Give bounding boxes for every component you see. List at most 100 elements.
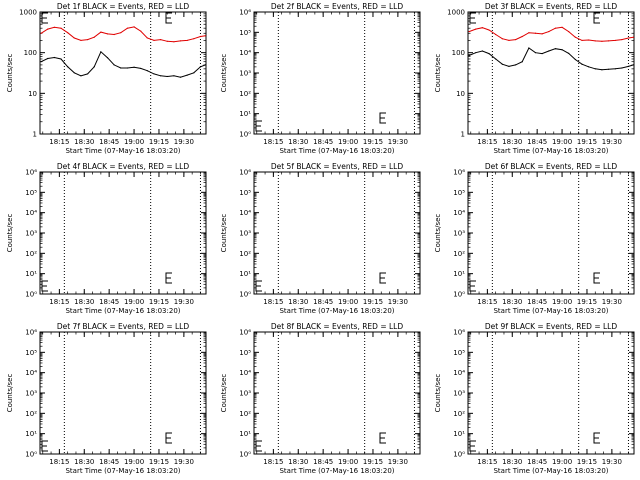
- data-point-events: [100, 51, 102, 53]
- x-tick-label: 18:15: [49, 298, 69, 306]
- x-axis-label: Start Time (07-May-16 18:03:20): [279, 147, 394, 155]
- y-tick-label: 10⁰: [239, 291, 251, 299]
- y-axis-label: Counts/sec: [6, 374, 14, 413]
- data-point-lld: [140, 30, 142, 32]
- y-axis-label: Counts/sec: [6, 54, 14, 93]
- data-point-lld: [574, 36, 576, 38]
- data-point-lld: [146, 37, 148, 39]
- data-point-lld: [60, 27, 62, 29]
- plot-frame: [253, 331, 421, 455]
- x-tick-label: 19:00: [552, 298, 572, 306]
- x-tick-label: 19:00: [552, 138, 572, 146]
- panel-det-6: Det 6f BLACK = Events, RED = LLD 10⁰ 10¹ 10…: [434, 162, 635, 315]
- data-point-lld: [607, 40, 610, 42]
- e-bracket-marker: [255, 440, 262, 452]
- data-point-events: [574, 58, 576, 61]
- x-tick-label: 19:15: [149, 458, 169, 466]
- data-point-events: [632, 64, 635, 66]
- e-bracket-marker: [379, 432, 386, 444]
- y-tick-label: 10: [456, 90, 465, 98]
- data-point-events: [541, 52, 543, 55]
- data-point-events: [193, 72, 195, 74]
- e-bracket-marker: [469, 280, 476, 292]
- data-point-lld: [495, 33, 497, 36]
- x-tick-label: 18:30: [502, 138, 522, 146]
- x-tick-label: 19:15: [363, 458, 383, 466]
- panel-det-5: Det 5f BLACK = Events, RED = LLD 10⁰ 10¹ 10…: [220, 162, 421, 315]
- panel-det-9: Det 9f BLACK = Events, RED = LLD 10⁰ 10¹ 10…: [434, 322, 635, 475]
- data-point-lld: [588, 39, 590, 41]
- data-point-events: [120, 67, 122, 69]
- panel-title: Det 7f BLACK = Events, RED = LLD: [57, 322, 190, 331]
- x-tick-label: 18:45: [313, 298, 333, 306]
- y-tick-label: 1: [461, 131, 465, 139]
- y-tick-label: 10⁶: [239, 9, 251, 17]
- data-point-events: [588, 66, 590, 68]
- data-point-events: [614, 68, 616, 70]
- y-tick-label: 10¹: [239, 110, 251, 118]
- y-tick-label: 10⁶: [25, 169, 37, 177]
- data-point-lld: [126, 27, 129, 29]
- y-axis-label: Counts/sec: [434, 54, 442, 93]
- panel-det-7: Det 7f BLACK = Events, RED = LLD 10⁰ 10¹ 10…: [6, 322, 207, 475]
- data-point-events: [521, 61, 523, 63]
- data-point-lld: [614, 39, 616, 42]
- data-point-events: [481, 50, 483, 52]
- e-bracket-marker: [41, 440, 48, 452]
- e-bracket-marker: [165, 12, 172, 24]
- data-point-lld: [554, 27, 557, 29]
- x-tick-label: 18:15: [263, 298, 283, 306]
- data-point-lld: [534, 32, 537, 34]
- x-tick-label: 19:30: [602, 298, 622, 306]
- x-tick-label: 19:15: [577, 298, 597, 306]
- x-tick-label: 18:45: [313, 138, 333, 146]
- y-tick-label: 10⁶: [25, 329, 37, 337]
- e-bracket-marker: [41, 280, 48, 292]
- y-tick-label: 10⁵: [453, 189, 465, 197]
- y-tick-label: 10⁰: [25, 451, 37, 459]
- plot-frame: [467, 11, 635, 135]
- e-bracket-marker: [41, 12, 48, 24]
- plot-frame: [39, 11, 207, 135]
- x-tick-label: 19:30: [174, 138, 194, 146]
- data-point-events: [160, 75, 162, 77]
- x-tick-label: 18:30: [74, 298, 94, 306]
- series-lld: [40, 26, 206, 43]
- data-point-events: [204, 64, 207, 66]
- y-tick-label: 10³: [239, 70, 251, 78]
- y-axis-label: Counts/sec: [434, 374, 442, 413]
- data-point-lld: [73, 37, 75, 39]
- data-point-lld: [173, 41, 175, 43]
- x-axis-label: Start Time (07-May-16 18:03:20): [65, 307, 180, 315]
- data-point-lld: [166, 40, 168, 42]
- y-tick-label: 10⁰: [25, 291, 37, 299]
- data-point-events: [199, 66, 202, 68]
- x-tick-label: 19:15: [577, 138, 597, 146]
- series-events: [468, 47, 634, 71]
- data-point-lld: [160, 38, 162, 41]
- y-tick-label: 10⁵: [239, 29, 251, 37]
- e-bracket-marker: [593, 432, 600, 444]
- x-tick-label: 19:30: [388, 458, 408, 466]
- data-point-lld: [468, 30, 470, 33]
- data-point-lld: [601, 40, 603, 42]
- data-point-events: [47, 57, 49, 60]
- data-point-lld: [475, 28, 477, 30]
- x-tick-label: 19:15: [363, 138, 383, 146]
- series-events: [40, 50, 206, 78]
- data-point-lld: [528, 32, 530, 34]
- y-tick-label: 10⁴: [239, 369, 251, 377]
- data-point-events: [133, 66, 135, 68]
- panel-det-3: Det 3f BLACK = Events, RED = LLD 1 10 100 10…: [434, 2, 635, 155]
- y-tick-label: 10²: [453, 250, 465, 258]
- y-tick-label: 10⁵: [453, 349, 465, 357]
- x-tick-label: 19:00: [552, 458, 572, 466]
- y-tick-label: 10¹: [453, 430, 465, 438]
- x-tick-label: 18:45: [527, 138, 547, 146]
- y-axis-label: Counts/sec: [220, 374, 228, 413]
- y-tick-label: 10¹: [239, 270, 251, 278]
- data-point-lld: [47, 28, 49, 30]
- x-tick-label: 18:30: [288, 458, 308, 466]
- plot-frame: [467, 331, 635, 455]
- data-point-events: [548, 50, 550, 52]
